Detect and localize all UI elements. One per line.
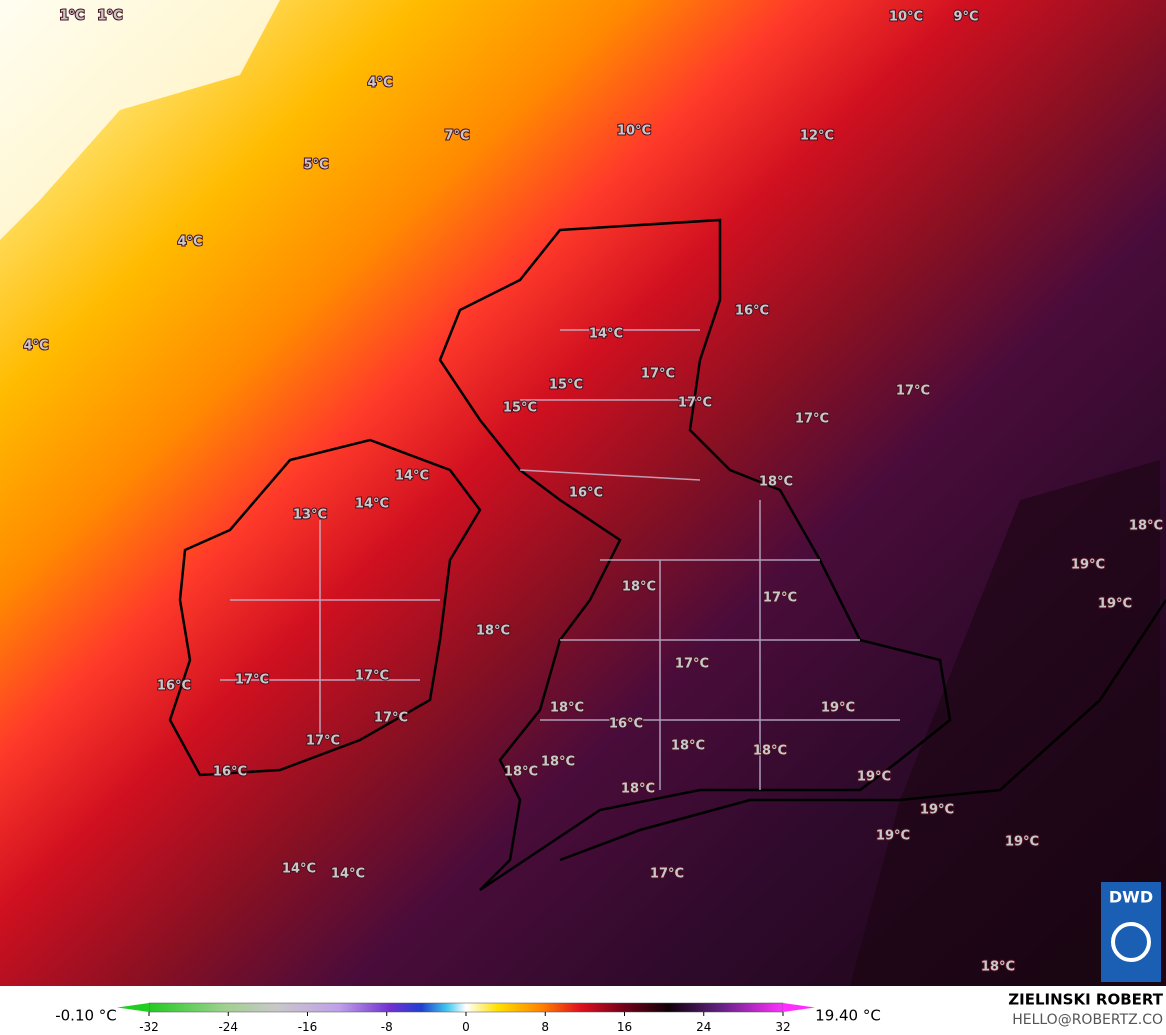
temperature-label: 4°C — [177, 235, 202, 250]
temperature-label: 17°C — [896, 384, 930, 399]
logo-swirl — [1111, 922, 1151, 962]
warm-area — [850, 460, 1160, 986]
temperature-label: 1°C — [59, 9, 84, 24]
colorbar — [148, 1002, 784, 1013]
colorbar-tick-label: 16 — [617, 1020, 632, 1034]
temperature-label: 14°C — [331, 867, 365, 882]
temperature-label: 18°C — [671, 739, 705, 754]
colorbar-tick-label: 32 — [775, 1020, 790, 1034]
temperature-label: 16°C — [569, 486, 603, 501]
temperature-label: 17°C — [306, 734, 340, 749]
borders — [220, 329, 900, 790]
temperature-label: 18°C — [981, 960, 1015, 975]
temperature-label: 18°C — [541, 755, 575, 770]
temperature-label: 15°C — [549, 378, 583, 393]
colorbar-low-arrow — [117, 1003, 149, 1012]
temperature-label: 17°C — [678, 396, 712, 411]
temperature-label: 15°C — [503, 401, 537, 416]
temperature-label: 10°C — [617, 124, 651, 139]
temperature-label: 17°C — [355, 669, 389, 684]
temperature-label: 14°C — [395, 469, 429, 484]
temperature-label: 14°C — [589, 327, 623, 342]
colorbar-tick-label: -8 — [381, 1020, 393, 1034]
temperature-label: 17°C — [235, 673, 269, 688]
temperature-label: 18°C — [753, 744, 787, 759]
logo-text: DWD — [1109, 888, 1153, 907]
temperature-label: 19°C — [857, 770, 891, 785]
temperature-label: 14°C — [355, 497, 389, 512]
colorbar-tick-label: -16 — [298, 1020, 318, 1034]
temperature-label: 17°C — [795, 412, 829, 427]
temperature-label: 4°C — [23, 339, 48, 354]
colorbar-tick-label: -32 — [139, 1020, 159, 1034]
temperature-label: 18°C — [622, 580, 656, 595]
dwd-logo — [1101, 882, 1161, 982]
temperature-label: 9°C — [953, 10, 978, 25]
temperature-label: 18°C — [504, 765, 538, 780]
temperature-label: 19°C — [1005, 835, 1039, 850]
temperature-label: 19°C — [821, 701, 855, 716]
temperature-label: 17°C — [650, 867, 684, 882]
temperature-label: 19°C — [876, 829, 910, 844]
temperature-label: 19°C — [920, 803, 954, 818]
temperature-label: 14°C — [282, 862, 316, 877]
colorbar-tick-label: -24 — [218, 1020, 238, 1034]
temperature-label: 13°C — [293, 508, 327, 523]
temperature-label: 17°C — [675, 657, 709, 672]
legend-min: -0.10 °C — [55, 1007, 117, 1025]
colorbar-high-arrow — [783, 1003, 815, 1012]
credit-contact: HELLO@ROBERTZ.CO — [1012, 1012, 1163, 1028]
temperature-label: 19°C — [1071, 558, 1105, 573]
temperature-label: 17°C — [374, 711, 408, 726]
temperature-label: 16°C — [213, 765, 247, 780]
credit-name: ZIELINSKI ROBERT — [1008, 991, 1163, 1009]
temperature-label: 5°C — [303, 158, 328, 173]
temperature-label: 18°C — [759, 475, 793, 490]
temperature-label: 18°C — [550, 701, 584, 716]
temperature-label: 17°C — [641, 367, 675, 382]
temperature-label: 17°C — [763, 591, 797, 606]
temperature-label: 19°C — [1098, 597, 1132, 612]
temperature-label: 18°C — [621, 782, 655, 797]
temperature-label: 10°C — [889, 10, 923, 25]
colorbar-tick-label: 24 — [696, 1020, 711, 1034]
temperature-label: 16°C — [157, 679, 191, 694]
legend-max: 19.40 °C — [815, 1007, 881, 1025]
temperature-label: 4°C — [367, 76, 392, 91]
temperature-label: 12°C — [800, 129, 834, 144]
temperature-label: 16°C — [609, 717, 643, 732]
temperature-label: 18°C — [476, 624, 510, 639]
temperature-label: 7°C — [444, 129, 469, 144]
temperature-label: 16°C — [735, 304, 769, 319]
temperature-label: 1°C — [97, 9, 122, 24]
temperature-label: 18°C — [1129, 519, 1163, 534]
colorbar-tick-label: 0 — [462, 1020, 470, 1034]
cold-area — [0, 0, 280, 240]
colorbar-tick-label: 8 — [541, 1020, 549, 1034]
